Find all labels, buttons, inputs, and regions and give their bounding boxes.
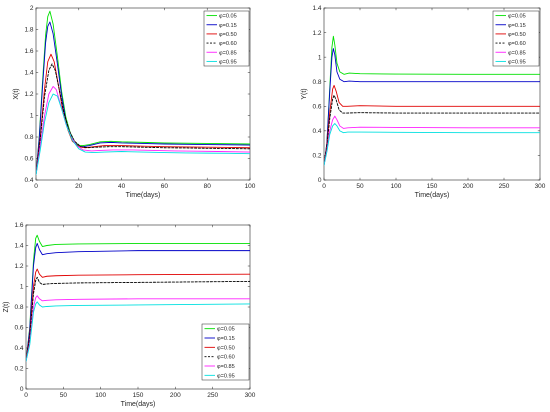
x-tick-label: 200 [170,392,181,399]
legend-label: φ=0.15 [508,23,526,29]
y-tick-label: 0.6 [312,103,321,110]
y-tick-label: 0 [318,177,322,184]
x-tick-label: 250 [499,183,510,190]
x-tick-label: 100 [95,392,106,399]
legend-label: φ=0.05 [217,327,235,333]
series-line-5 [26,295,250,362]
y-tick-label: 0.2 [312,153,321,160]
series-group [36,10,250,176]
y-tick-label: 1.4 [312,5,321,12]
y-tick-label: 0.2 [14,366,23,373]
y-tick-label: 1 [20,284,24,291]
legend-label: φ=0.85 [219,50,237,56]
series-line-3 [26,268,250,362]
y-axis-label: Y(t) [301,88,308,99]
y-tick-label: 0.4 [14,345,23,352]
x-axis-label: Time(days) [126,192,161,199]
y-tick-label: 1.2 [14,263,23,270]
y-tick-label: 0.4 [312,128,321,135]
x-tick-label: 80 [204,183,212,190]
series-line-5 [324,115,540,166]
x-tick-label: 100 [391,183,402,190]
legend-label: φ=0.60 [508,41,526,47]
y-tick-label: 1.2 [24,91,33,98]
x-tick-label: 150 [133,392,144,399]
y-tick-label: 0.6 [24,156,33,163]
legend: φ=0.05 φ=0.15 φ=0.50 φ=0.60 φ=0.85 φ=0.95 [492,10,540,67]
x-tick-label: 250 [207,392,218,399]
y-tick-label: 0.4 [24,177,33,184]
legend-label: φ=0.85 [217,364,235,370]
x-axis-label: Time(days) [415,192,450,199]
x-tick-label: 100 [245,183,256,190]
x-tick-label: 300 [535,183,546,190]
legend-box [203,10,250,67]
legend-label: φ=0.15 [217,336,235,342]
series-line-2 [26,243,250,362]
y-tick-label: 0.6 [14,325,23,332]
y-tick-label: 1 [318,54,322,61]
x-tick-label: 40 [118,183,126,190]
legend: φ=0.05 φ=0.15 φ=0.50 φ=0.60 φ=0.85 φ=0.95 [203,10,250,67]
y-tick-label: 2 [30,5,34,12]
x-tick-label: 20 [75,183,83,190]
panel-a: 0 20 40 60 80 100 0.4 0.6 0.8 1 1.2 1.4 1.6 1.8 2 Time(… [13,5,256,199]
y-axis-label: Z(t) [3,302,10,313]
legend-label: φ=0.50 [217,345,235,351]
panel-b: 0 50 100 150 200 250 300 0 0.2 0.4 0.6 0.8 1 1.2 1.4 Ti… [301,5,546,199]
y-tick-label: 1.2 [312,30,321,37]
legend-label: φ=0.60 [217,355,235,361]
series-line-4 [26,276,250,362]
legend-box [492,10,540,67]
y-tick-label: 0.8 [14,304,23,311]
x-tick-label: 60 [161,183,169,190]
legend-label: φ=0.95 [217,373,235,379]
legend-label: φ=0.95 [219,59,237,65]
x-tick-label: 0 [322,183,326,190]
y-tick-label: 1.6 [14,222,23,229]
x-tick-label: 50 [356,183,364,190]
legend-label: φ=0.95 [508,59,526,65]
x-tick-label: 50 [60,392,68,399]
x-axis-label: Time(days) [121,401,156,408]
x-tick-label: 300 [245,392,256,399]
series-group [324,35,540,166]
y-tick-label: 1.8 [24,27,33,34]
series-line-5 [36,86,250,176]
legend-label: φ=0.50 [219,32,237,38]
series-line-6 [26,301,250,362]
x-tick-label: 200 [463,183,474,190]
legend-label: φ=0.05 [219,14,237,20]
x-tick-label: 150 [427,183,438,190]
series-line-4 [324,94,540,166]
x-tick-label: 0 [24,392,28,399]
panel-c: 0 50 100 150 200 250 300 0 0.2 0.4 0.6 0.8 1 1.2 1.4 1.… [3,222,256,408]
series-line-6 [324,123,540,166]
y-tick-label: 1.4 [24,70,33,77]
y-tick-label: 0.8 [24,134,33,141]
x-tick-label: 0 [34,183,38,190]
y-tick-label: 1 [30,113,34,120]
y-tick-label: 0 [20,386,24,393]
y-tick-label: 1.6 [24,48,33,55]
y-tick-label: 1.4 [14,243,23,250]
legend-label: φ=0.05 [508,14,526,20]
series-line-2 [324,48,540,166]
legend-label: φ=0.50 [508,32,526,38]
legend-label: φ=0.60 [219,41,237,47]
series-line-4 [36,63,250,176]
legend-label: φ=0.85 [508,50,526,56]
legend: φ=0.05 φ=0.15 φ=0.50 φ=0.60 φ=0.85 φ=0.95 [201,323,250,381]
series-line-3 [324,84,540,166]
series-line-1 [36,10,250,176]
legend-label: φ=0.15 [219,23,237,29]
y-tick-label: 0.8 [312,79,321,86]
y-axis-label: X(t) [13,88,20,99]
series-group [26,234,250,362]
series-line-6 [36,93,250,176]
legend-box [201,323,250,381]
